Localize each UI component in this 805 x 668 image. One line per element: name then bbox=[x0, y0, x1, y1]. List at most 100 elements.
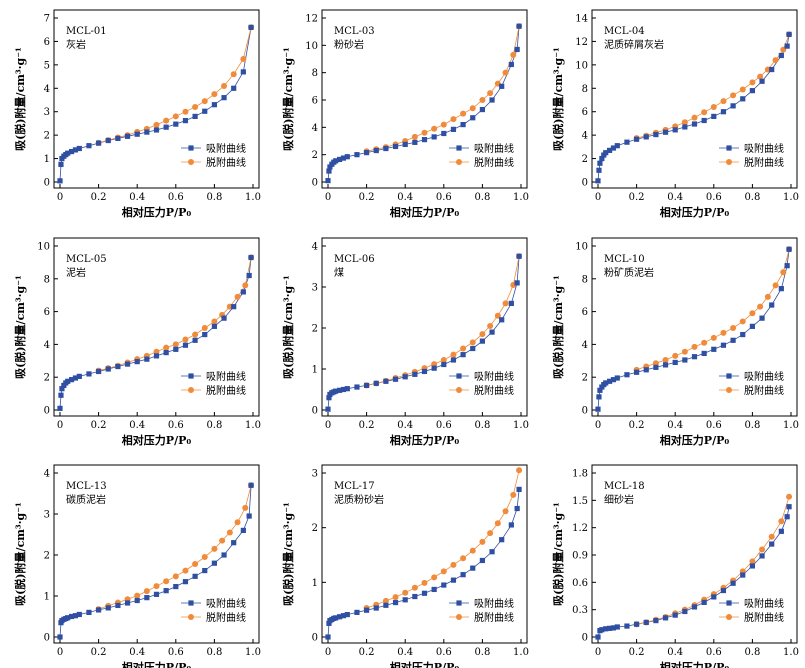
desorption-point bbox=[469, 339, 476, 346]
legend-adsorption-marker bbox=[188, 600, 194, 606]
adsorption-point bbox=[441, 130, 447, 137]
adsorption-point bbox=[421, 368, 428, 375]
x-tick-label: 0.4 bbox=[667, 647, 683, 658]
adsorption-point bbox=[364, 150, 370, 156]
adsorption-point bbox=[470, 345, 476, 352]
adsorption-point bbox=[248, 24, 254, 30]
desorption-point bbox=[211, 318, 218, 325]
desorption-point bbox=[786, 493, 793, 500]
adsorption-point bbox=[606, 625, 613, 631]
adsorption-point bbox=[701, 599, 707, 605]
y-tick-label: 8 bbox=[582, 84, 588, 95]
adsorption-point bbox=[516, 253, 522, 259]
adsorption-point bbox=[72, 147, 79, 153]
sample-id: MCL-06 bbox=[334, 254, 375, 265]
sample-id: MCL-18 bbox=[604, 481, 645, 492]
adsorption-point bbox=[749, 323, 755, 329]
y-tick-label: 3 bbox=[44, 510, 50, 521]
adsorption-point bbox=[614, 375, 620, 381]
adsorption-point bbox=[392, 376, 399, 382]
adsorption-point bbox=[499, 317, 505, 323]
adsorption-point bbox=[759, 315, 765, 321]
adsorption-point bbox=[72, 375, 79, 381]
adsorption-point bbox=[450, 577, 457, 583]
adsorption-point bbox=[595, 406, 601, 412]
y-tick-label: 1 bbox=[312, 365, 318, 376]
adsorption-point bbox=[441, 361, 447, 368]
adsorption-point bbox=[516, 23, 522, 29]
desorption-point bbox=[163, 344, 170, 351]
adsorption-point bbox=[202, 331, 208, 338]
adsorption-point bbox=[662, 362, 669, 368]
adsorption-point bbox=[672, 127, 678, 133]
adsorption-point bbox=[508, 61, 514, 68]
adsorption-point bbox=[76, 145, 82, 152]
adsorption-point bbox=[336, 614, 343, 620]
legend-desorption-marker bbox=[456, 387, 462, 393]
y-tick-label: 0 bbox=[312, 406, 318, 417]
y-axis-title: 吸(脱)附量/cm³·g⁻¹ bbox=[13, 502, 27, 606]
adsorption-point bbox=[248, 482, 254, 488]
x-tick-label: 0 bbox=[57, 192, 63, 203]
x-tick-label: 0.8 bbox=[206, 647, 222, 658]
desorption-point bbox=[182, 567, 189, 574]
adsorption-point bbox=[68, 613, 75, 620]
x-tick-label: 0.8 bbox=[206, 192, 222, 203]
adsorption-point bbox=[479, 557, 485, 564]
legend-desorption-marker bbox=[188, 159, 194, 165]
desorption-point bbox=[662, 356, 669, 363]
adsorption-point bbox=[221, 95, 227, 101]
desorption-point bbox=[382, 597, 389, 604]
lithology-label: 灰岩 bbox=[66, 38, 86, 51]
x-axis-title: 相对压力P/P₀ bbox=[660, 660, 730, 668]
y-tick-label: 6 bbox=[312, 96, 318, 107]
y-tick-label: 1 bbox=[312, 578, 318, 589]
desorption-point bbox=[242, 504, 249, 511]
desorption-point bbox=[772, 57, 779, 64]
adsorption-point bbox=[610, 145, 617, 151]
adsorption-point bbox=[778, 286, 784, 292]
x-tick-label: 0.4 bbox=[397, 647, 413, 658]
x-tick-label: 1.0 bbox=[783, 192, 799, 203]
y-tick-label: 2 bbox=[312, 324, 318, 335]
adsorption-point bbox=[402, 597, 408, 603]
desorption-point bbox=[502, 300, 509, 307]
adsorption-point bbox=[597, 387, 603, 393]
desorption-point bbox=[450, 116, 457, 123]
adsorption-point bbox=[340, 386, 347, 393]
adsorption-point bbox=[614, 143, 620, 149]
y-tick-label: 12 bbox=[575, 37, 588, 48]
x-tick-label: 0 bbox=[595, 647, 601, 658]
legend-adsorption-label: 吸附曲线 bbox=[474, 142, 514, 155]
adsorption-point bbox=[105, 137, 111, 144]
y-tick-label: 0 bbox=[44, 633, 50, 644]
legend-desorption-marker bbox=[726, 159, 732, 165]
adsorption-point bbox=[373, 147, 379, 154]
adsorption-point bbox=[246, 513, 252, 519]
adsorption-point bbox=[354, 384, 360, 390]
adsorption-point bbox=[606, 378, 613, 384]
x-tick-label: 0.6 bbox=[706, 420, 722, 431]
adsorption-point bbox=[336, 156, 343, 163]
legend-adsorption-marker bbox=[726, 373, 732, 379]
adsorption-point bbox=[383, 378, 389, 384]
adsorption-point bbox=[240, 527, 246, 533]
x-tick-label: 0.2 bbox=[359, 420, 375, 431]
x-tick-label: 0 bbox=[57, 420, 63, 431]
legend-desorption-label: 脱附曲线 bbox=[206, 611, 246, 624]
desorption-point bbox=[672, 352, 679, 359]
x-tick-label: 0.4 bbox=[129, 192, 145, 203]
legend-adsorption-label: 吸附曲线 bbox=[744, 142, 784, 155]
adsorption-point bbox=[192, 113, 198, 119]
desorption-point bbox=[730, 92, 737, 99]
y-tick-label: 0.9 bbox=[572, 551, 588, 562]
lithology-label: 泥质碎屑灰岩 bbox=[604, 38, 664, 51]
adsorption-point bbox=[599, 155, 605, 162]
y-tick-label: 0.3 bbox=[572, 605, 588, 616]
x-tick-label: 0.8 bbox=[474, 647, 490, 658]
adsorption-point bbox=[412, 593, 418, 600]
adsorption-point bbox=[327, 164, 333, 170]
adsorption-point bbox=[115, 363, 121, 370]
adsorption-point bbox=[603, 380, 609, 386]
y-tick-label: 6 bbox=[582, 307, 588, 318]
